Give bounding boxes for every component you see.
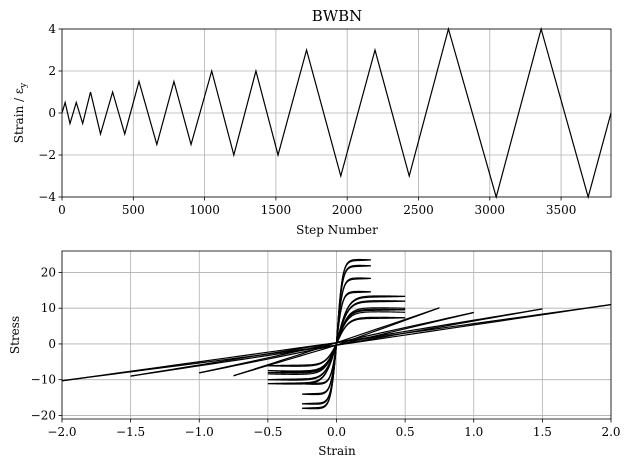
bottom-chart-ytick-label: −20	[31, 408, 56, 422]
bottom-chart-xtick-label: 2.0	[601, 425, 620, 439]
bottom-chart-xtick-label: −2.0	[47, 425, 76, 439]
bottom-chart-ytick-label: 20	[41, 265, 56, 279]
top-chart-xtick-label: 1000	[189, 203, 220, 217]
bottom-chart-xtick-label: −0.5	[253, 425, 282, 439]
top-chart-xtick-label: 500	[122, 203, 145, 217]
top-chart-xtick-label: 3500	[546, 203, 577, 217]
bottom-chart: −2.0 −1.5 −1.0 −0.5 0.0 0.5 1.0 1.5 2.0 −20 −10 0 10…	[8, 250, 621, 458]
bottom-chart-xtick-label: 1.0	[464, 425, 483, 439]
top-chart-grid	[61, 28, 611, 198]
top-chart-xtick-label: 2500	[403, 203, 434, 217]
bottom-chart-series	[61, 258, 612, 410]
bottom-chart-grid	[61, 251, 612, 419]
strain-history-line	[61, 26, 612, 200]
top-chart-ticks: 0 500 1000 1500 2000 2500 3000 3500 −4 −2 0 2 4	[38, 22, 576, 217]
top-chart: BWBN 0 500 1000 1500 2000 2500 3000 3500 −4 −2 0 2 4…	[12, 7, 612, 237]
bottom-chart-xtick-label: −1.5	[116, 425, 145, 439]
top-chart-xtick-label: 2000	[332, 203, 363, 217]
bottom-chart-ytick-label: 0	[48, 337, 56, 351]
bottom-chart-ytick-label: 10	[41, 301, 56, 315]
top-chart-ytick-label: −4	[38, 190, 56, 204]
bottom-chart-xlabel: Strain	[318, 444, 356, 458]
bottom-chart-xtick-label: −1.0	[185, 425, 214, 439]
top-chart-ylabel-main: Strain / ε	[12, 88, 26, 143]
top-chart-series	[61, 26, 612, 200]
top-chart-xtick-label: 3000	[475, 203, 506, 217]
top-chart-title: BWBN	[312, 7, 363, 25]
bottom-chart-xtick-label: 1.5	[533, 425, 552, 439]
bottom-chart-xtick-label: 0.0	[327, 425, 346, 439]
bottom-chart-xtick-label: 0.5	[396, 425, 415, 439]
top-chart-ylabel: Strain / εy	[12, 82, 29, 143]
top-chart-xtick-label: 1500	[261, 203, 292, 217]
bottom-chart-ytick-label: −10	[31, 373, 56, 387]
top-chart-ytick-label: 2	[48, 64, 56, 78]
top-chart-xtick-label: 0	[58, 203, 66, 217]
top-chart-ytick-label: 4	[48, 22, 56, 36]
bottom-chart-ticks: −2.0 −1.5 −1.0 −0.5 0.0 0.5 1.0 1.5 2.0 −20 −10 0 10…	[31, 265, 621, 439]
top-chart-ytick-label: −2	[38, 148, 56, 162]
bottom-chart-ylabel: Stress	[8, 316, 22, 354]
top-chart-xlabel: Step Number	[296, 223, 378, 237]
top-chart-ytick-label: 0	[48, 106, 56, 120]
hysteresis-loading-branch	[267, 311, 406, 372]
top-chart-ylabel-sub: y	[19, 82, 29, 89]
